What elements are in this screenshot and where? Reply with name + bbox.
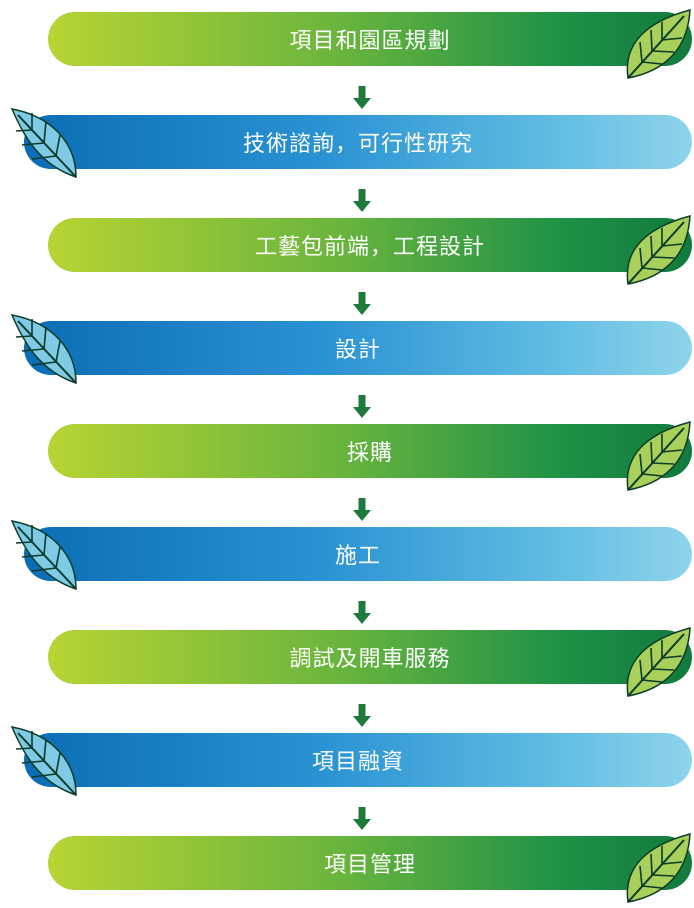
down-arrow-icon [352, 395, 372, 419]
step-bar-2: 技術諮詢，可行性研究 [24, 115, 692, 169]
blue-leaf-icon [10, 313, 80, 385]
down-arrow-icon [352, 807, 372, 831]
down-arrow-icon [352, 498, 372, 522]
step-label: 項目和園區規劃 [289, 29, 451, 54]
step-label: 項目管理 [323, 853, 416, 878]
step-label: 調試及開車服務 [289, 647, 451, 672]
step-bar-7: 調試及開車服務 [48, 630, 692, 684]
down-arrow-icon [352, 86, 372, 110]
green-leaf-icon [624, 8, 694, 80]
step-label: 施工 [334, 544, 381, 569]
blue-leaf-icon [10, 725, 80, 797]
step-label: 設計 [334, 338, 381, 363]
step-bar-1: 項目和園區規劃 [48, 12, 692, 66]
step-bar-9: 項目管理 [48, 836, 692, 890]
green-leaf-icon [624, 420, 694, 492]
green-leaf-icon [624, 832, 694, 904]
down-arrow-icon [352, 189, 372, 213]
down-arrow-icon [352, 704, 372, 728]
step-bar-4: 設計 [24, 321, 692, 375]
step-bar-8: 項目融資 [24, 733, 692, 787]
green-leaf-icon [624, 626, 694, 698]
step-bar-3: 工藝包前端，工程設計 [48, 218, 692, 272]
step-label: 技術諮詢，可行性研究 [242, 132, 473, 157]
green-leaf-icon [624, 214, 694, 286]
down-arrow-icon [352, 292, 372, 316]
step-bar-6: 施工 [24, 527, 692, 581]
step-bar-5: 採購 [48, 424, 692, 478]
step-label: 工藝包前端，工程設計 [254, 235, 485, 260]
step-label: 項目融資 [311, 750, 404, 775]
blue-leaf-icon [10, 107, 80, 179]
blue-leaf-icon [10, 519, 80, 591]
step-label: 採購 [346, 441, 393, 466]
down-arrow-icon [352, 601, 372, 625]
